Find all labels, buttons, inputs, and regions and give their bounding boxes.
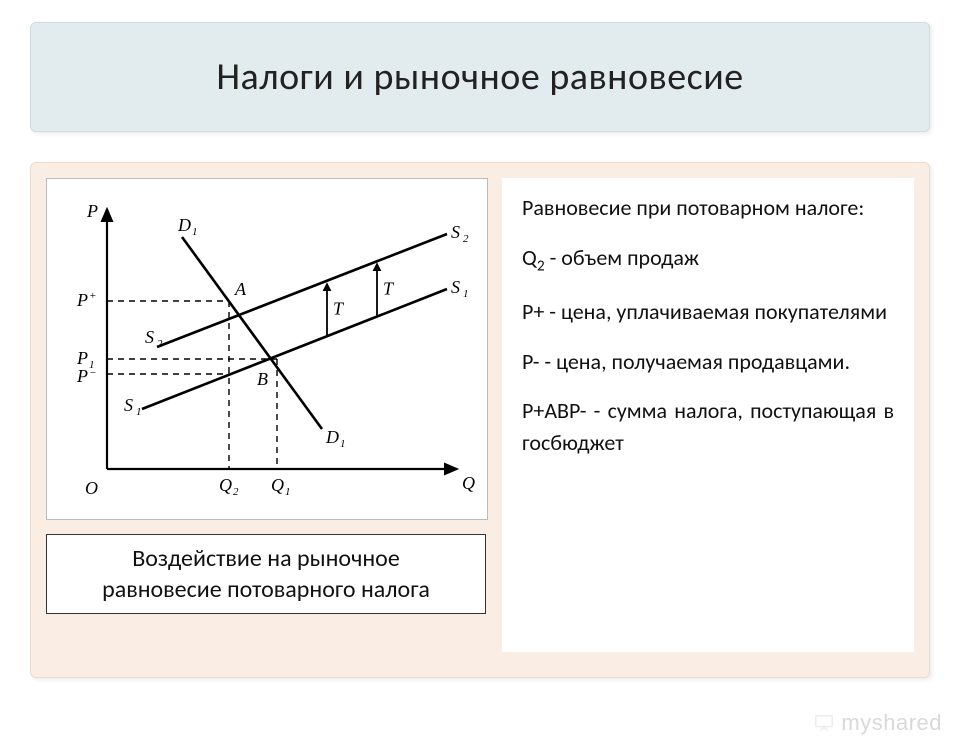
svg-text:Q: Q: [271, 475, 284, 495]
svg-text:2: 2: [233, 486, 239, 498]
explanation-panel: Равновесие при потоварном налоге: Q2 - о…: [502, 178, 914, 652]
svg-text:2: 2: [157, 338, 163, 350]
text-line-3: P+ - цена, уплачиваемая покупателями: [522, 296, 894, 328]
svg-text:B: B: [257, 369, 268, 389]
svg-text:Q: Q: [462, 473, 475, 493]
svg-text:T: T: [333, 299, 345, 319]
svg-text:S: S: [124, 395, 133, 415]
svg-text:2: 2: [463, 233, 469, 245]
svg-text:P: P: [86, 201, 98, 221]
svg-text:D: D: [325, 427, 339, 447]
svg-text:1: 1: [340, 438, 346, 450]
content-panel: POQP+P1P−Q2Q1D1D1S1S2S1S2ABTT Воздействи…: [30, 162, 930, 678]
caption-text: Воздействие на рыночноеравновесие потова…: [102, 544, 430, 604]
svg-text:S: S: [145, 327, 154, 347]
svg-text:S: S: [451, 222, 460, 242]
svg-text:D: D: [177, 215, 191, 235]
chart-caption: Воздействие на рыночноеравновесие потова…: [46, 534, 486, 614]
page-title: Налоги и рыночное равновесие: [40, 54, 920, 100]
supply-demand-chart: POQP+P1P−Q2Q1D1D1S1S2S1S2ABTT: [46, 178, 488, 520]
svg-text:P: P: [76, 290, 88, 310]
text-line-4: P- - цена, получаемая продавцами.: [522, 346, 894, 378]
svg-text:T: T: [383, 279, 395, 299]
svg-text:O: O: [85, 478, 98, 498]
svg-text:A: A: [234, 279, 247, 299]
watermark-text: myshared: [841, 710, 942, 736]
svg-text:1: 1: [285, 486, 291, 498]
text-line-5: P+АВP- - сумма налога, поступающая в гос…: [522, 395, 894, 459]
svg-text:−: −: [89, 367, 96, 379]
svg-text:1: 1: [192, 226, 198, 238]
svg-text:P: P: [76, 366, 88, 386]
svg-text:S: S: [451, 277, 460, 297]
svg-text:1: 1: [463, 288, 469, 300]
left-column: POQP+P1P−Q2Q1D1D1S1S2S1S2ABTT Воздействи…: [46, 178, 486, 614]
text-line-2: Q2 - объем продаж: [522, 242, 894, 278]
svg-text:P: P: [76, 348, 88, 368]
presentation-icon: [813, 712, 835, 734]
text-line-1: Равновесие при потоварном налоге:: [522, 192, 894, 224]
svg-text:Q: Q: [219, 475, 232, 495]
title-bar: Налоги и рыночное равновесие: [30, 22, 930, 132]
svg-text:+: +: [89, 290, 96, 302]
svg-text:1: 1: [136, 406, 142, 418]
watermark: myshared: [813, 710, 942, 736]
